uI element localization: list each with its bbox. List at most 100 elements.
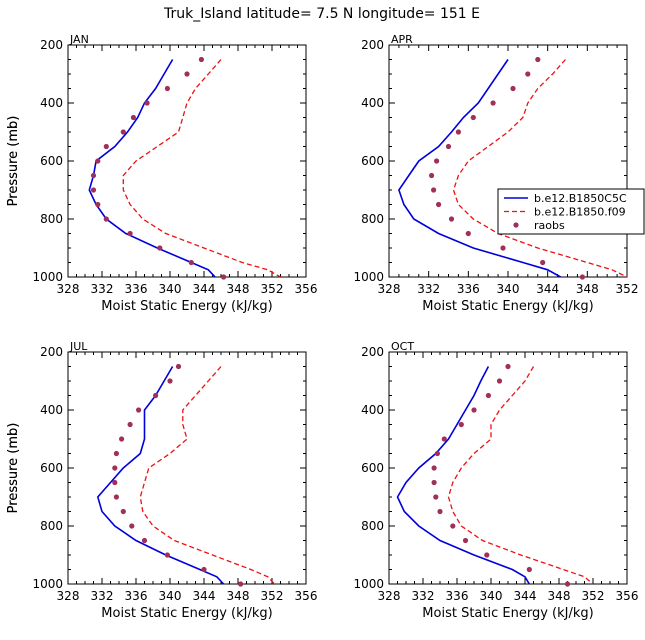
y-axis-label-apr: Pressure (mb) (6, 116, 21, 207)
raobs-point (201, 566, 207, 573)
x-tick-label: 340 (497, 282, 520, 296)
x-tick-label: 344 (536, 282, 559, 296)
x-tick-label: 328 (57, 589, 80, 603)
raobs-point (510, 85, 516, 92)
raobs-point (130, 114, 136, 121)
x-tick-label: 336 (446, 589, 469, 603)
raobs-point (465, 230, 471, 237)
raobs-point (221, 274, 227, 280)
x-tick-label: 336 (125, 589, 148, 603)
raobs-point (441, 436, 447, 442)
legend-item-0: b.e12.B1850C5C (504, 192, 627, 205)
raobs-point (164, 552, 170, 558)
y-tick-label: 400 (361, 403, 384, 417)
y-tick-label: 800 (40, 519, 63, 533)
y-tick-label: 1000 (353, 270, 384, 284)
raobs-point (437, 508, 443, 515)
raobs-point (431, 187, 437, 193)
raobs-point (526, 566, 532, 573)
x-tick-label: 344 (514, 589, 537, 603)
raobs-point (238, 581, 244, 587)
raobs-point (198, 56, 204, 63)
panel-jan: JAN 328 332 336 340 344 348 352 356 200 400 600 800 1… (6, 33, 317, 314)
y-tick-label: 200 (361, 345, 384, 359)
panels: JAN 328 332 336 340 344 348 352 356 200 400 600 800 1… (6, 33, 638, 621)
raobs-point (455, 129, 461, 135)
y-tick-label: 1000 (32, 577, 63, 591)
y-tick-label: 600 (361, 154, 384, 168)
raobs-point (112, 479, 118, 486)
legend-label-0: b.e12.B1850C5C (534, 192, 627, 205)
x-tick-label: 344 (193, 589, 216, 603)
raobs-point (470, 114, 476, 121)
raobs-point (113, 450, 119, 457)
y-tick-label: 600 (40, 154, 63, 168)
raobs-point (120, 129, 126, 135)
raobs-point (120, 508, 126, 515)
page-title: Truk_Island latitude= 7.5 N longitude= 1… (163, 6, 480, 22)
raobs-point (436, 201, 442, 208)
y-axis-label-jan: Pressure (mb) (6, 116, 21, 207)
panel-label-apr: APR (391, 33, 413, 46)
panel-label-jul: JUL (69, 340, 88, 353)
raobs-point (496, 378, 503, 384)
x-tick-label: 340 (159, 282, 182, 296)
raobs-point (505, 363, 511, 370)
raobs-point (113, 494, 119, 500)
raobs-point (144, 100, 150, 106)
x-axis-label-jul: Moist Static Energy (kJ/kg) (101, 606, 272, 621)
raobs-point (500, 245, 506, 251)
panel-apr: APR 328 332 336 340 344 348 352 200 400 600 800 1000… (6, 33, 638, 314)
y-tick-label: 400 (40, 96, 63, 110)
raobs-point (540, 259, 546, 266)
x-tick-label: 340 (159, 589, 182, 603)
raobs-point (95, 201, 101, 208)
raobs-point (112, 465, 118, 471)
raobs-point (433, 494, 439, 500)
x-tick-label: 340 (480, 589, 503, 603)
legend-swatch-dot (513, 222, 519, 228)
series-line-b1850c5c-apr (398, 59, 561, 277)
raobs-point (129, 523, 135, 529)
series-line-b1850c5c-oct (396, 366, 530, 584)
raobs-point (431, 479, 437, 486)
raobs-point (127, 230, 133, 237)
y-tick-label: 800 (361, 519, 384, 533)
raobs-point (450, 523, 456, 529)
raobs-point (448, 216, 455, 222)
x-tick-label: 336 (457, 282, 480, 296)
raobs-point (119, 436, 125, 442)
x-axis-label-apr: Moist Static Energy (kJ/kg) (422, 299, 593, 314)
x-tick-label: 356 (616, 589, 639, 603)
series-line-b1850-f09-oct (447, 366, 594, 584)
raobs-point (445, 143, 452, 150)
panel-label-jan: JAN (69, 33, 89, 46)
y-tick-label: 1000 (32, 270, 63, 284)
y-tick-label: 200 (40, 38, 63, 52)
y-tick-label: 800 (40, 212, 63, 226)
y-tick-label: 200 (40, 345, 63, 359)
raobs-point (153, 392, 159, 399)
panel-oct: OCT 328 332 336 340 344 348 352 356 200 400 600 800 1… (6, 340, 638, 621)
x-axis-label-jan: Moist Static Energy (kJ/kg) (101, 299, 272, 314)
legend-label-2: raobs (534, 219, 565, 232)
y-tick-label: 400 (40, 403, 63, 417)
raobs-point (490, 100, 496, 106)
raobs-point (458, 421, 464, 428)
raobs-point (564, 581, 571, 587)
x-tick-label: 348 (227, 589, 250, 603)
raobs-point (103, 216, 109, 222)
raobs-point (157, 245, 163, 251)
raobs-point (90, 187, 97, 193)
raobs-point (525, 71, 531, 77)
x-tick-label: 332 (91, 282, 114, 296)
y-axis-label-oct: Pressure (mb) (6, 423, 21, 514)
raobs-point (462, 537, 469, 544)
plot-frame-jul (67, 351, 307, 585)
raobs-point (535, 56, 541, 63)
x-tick-label: 352 (261, 589, 284, 603)
raobs-point (175, 363, 182, 370)
x-tick-label: 348 (227, 282, 250, 296)
